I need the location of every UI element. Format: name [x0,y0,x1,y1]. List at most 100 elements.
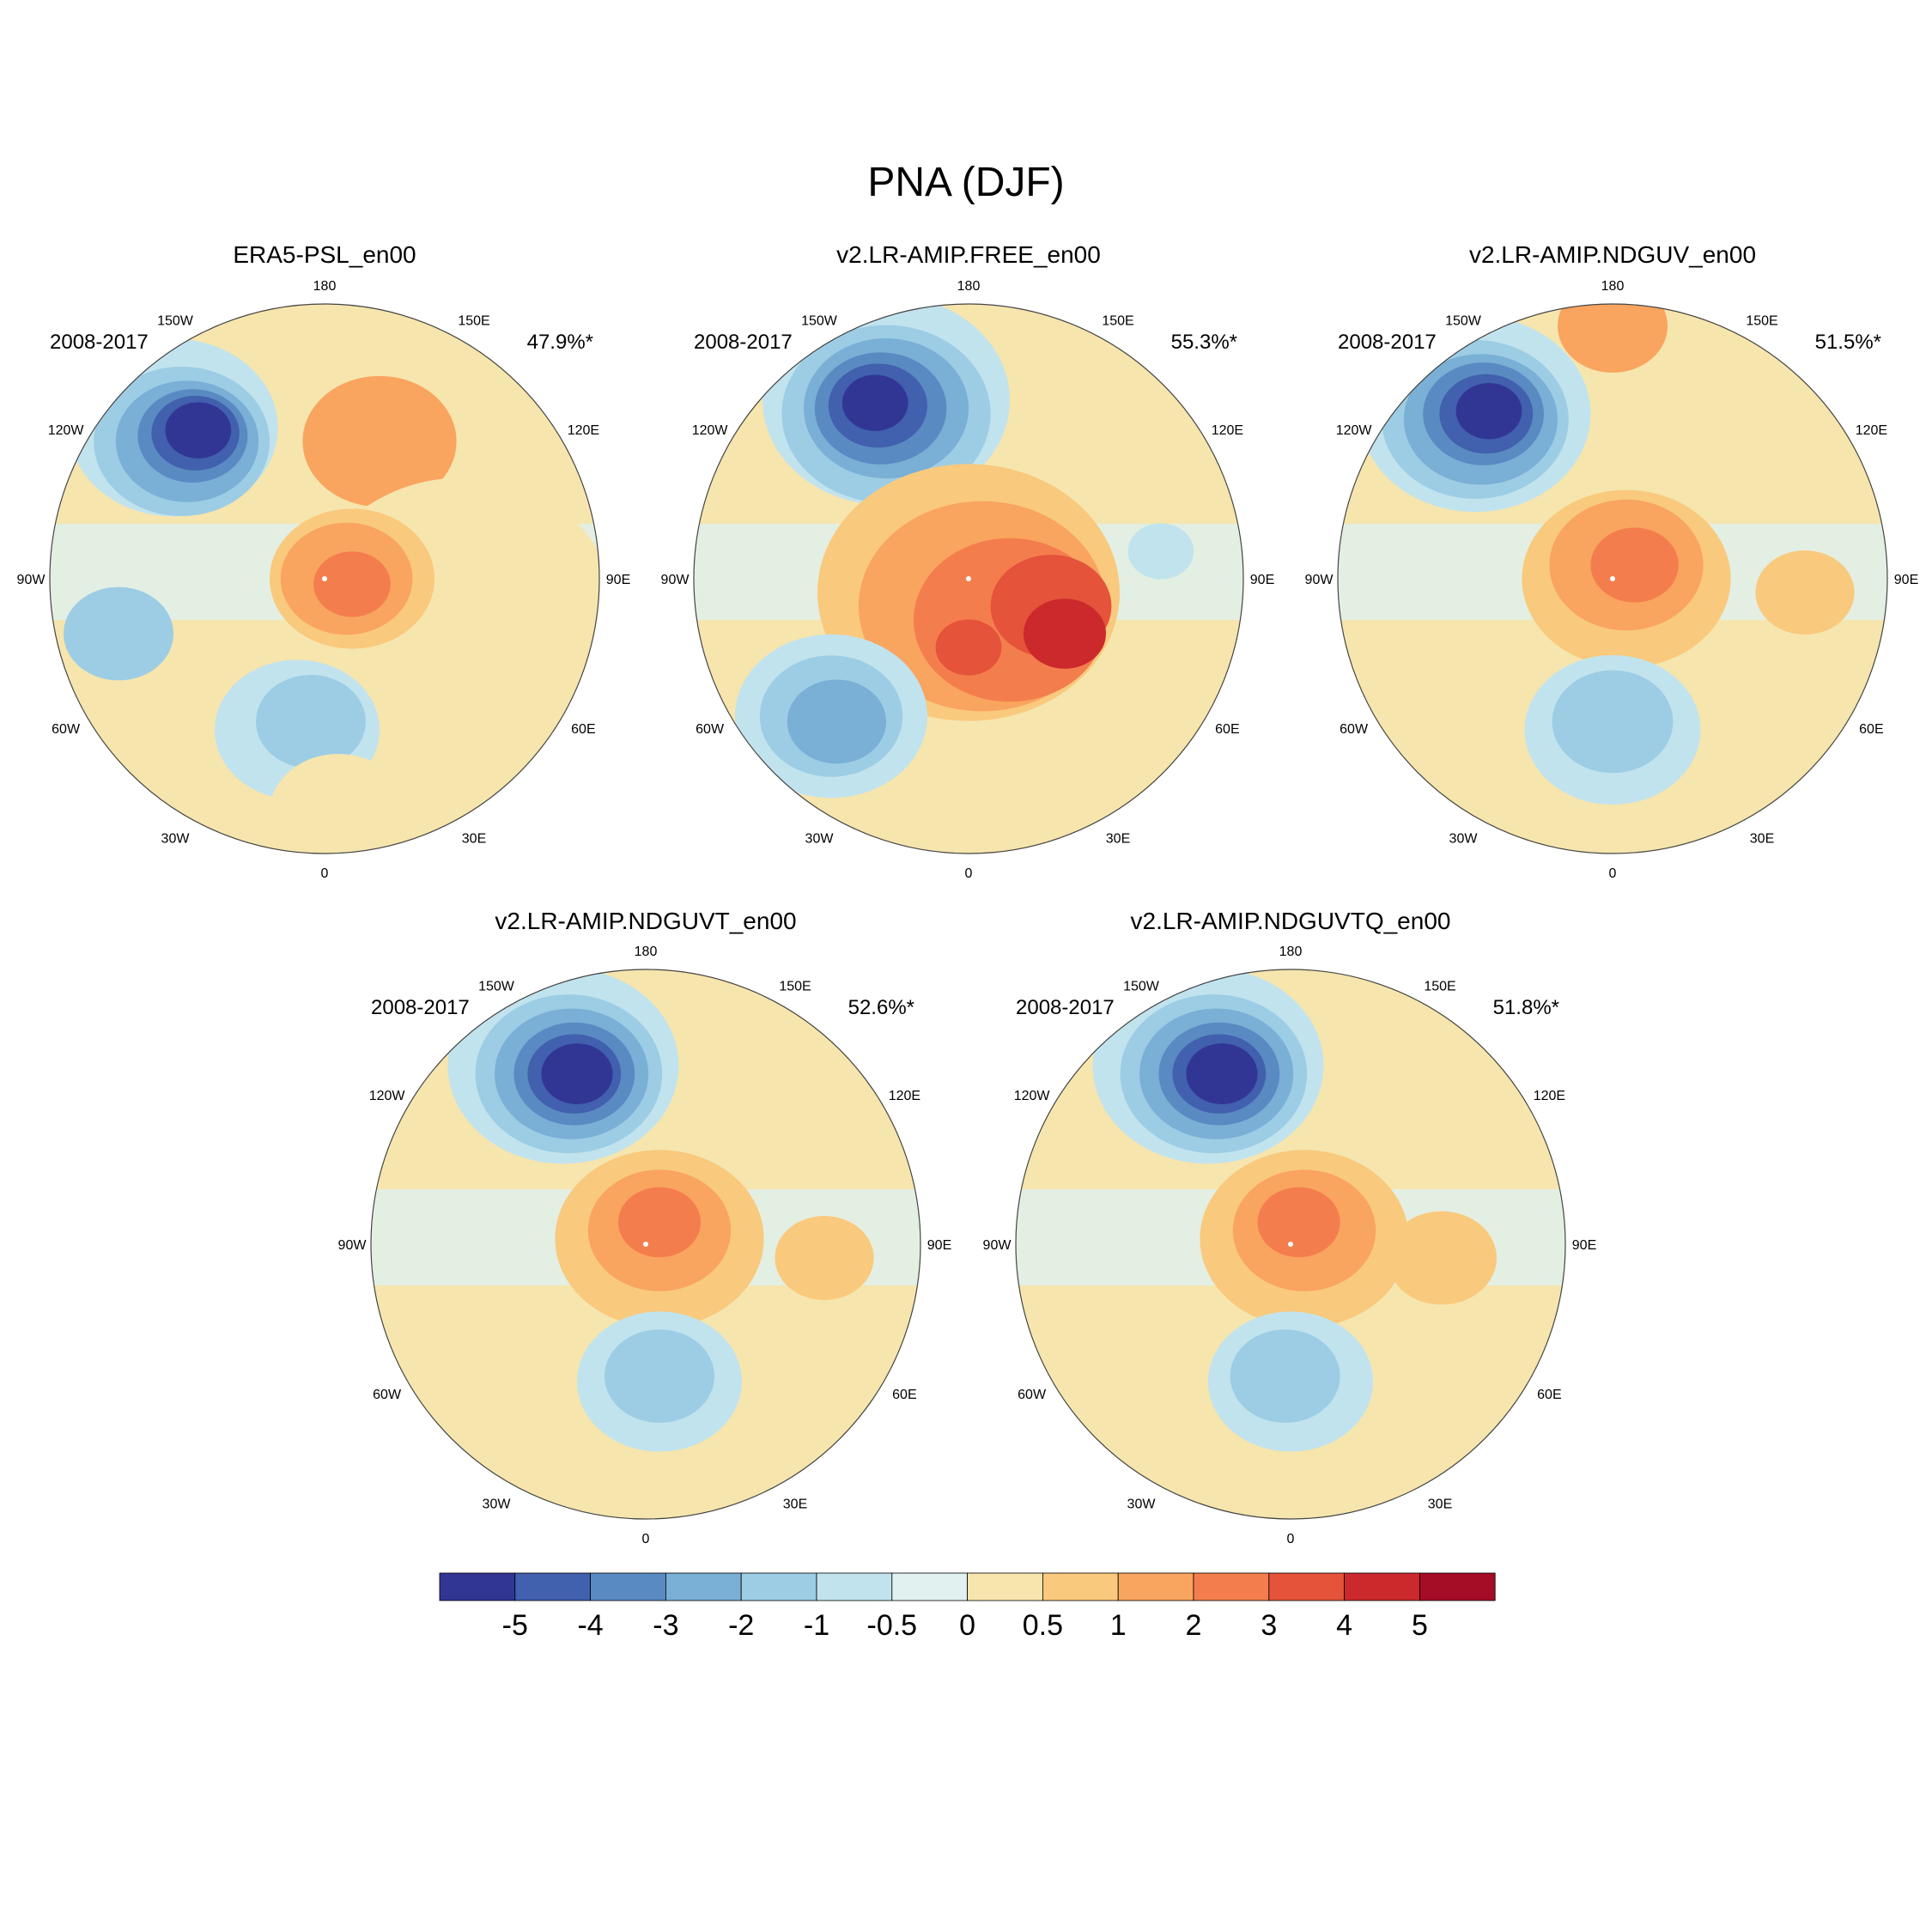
contour-blob [1186,1043,1258,1104]
panel-period: 2008-2017 [1016,996,1115,1019]
lon-label: 120W [1014,1089,1051,1103]
lon-label: 150W [157,314,194,329]
colorbar-label: 5 [1412,1609,1428,1642]
lon-label: 90E [927,1238,951,1253]
panel-variance: 47.9%* [527,331,593,354]
colorbar-swatch [1268,1572,1346,1601]
lon-label: 150W [1445,314,1482,329]
lon-label: 0 [1287,1532,1295,1546]
lon-label: 90W [1305,573,1334,587]
lon-label: 60W [696,722,725,737]
lon-label: 150E [779,980,811,994]
lon-label: 30E [462,831,486,846]
contour-blob [1257,1187,1340,1258]
colorbar-swatch [665,1572,742,1601]
contour-blob [1387,1211,1497,1305]
contour-blob [1558,304,1668,374]
lon-label: 120E [1212,423,1243,438]
lon-label: 60W [1018,1388,1047,1402]
colorbar-label: -2 [728,1609,754,1642]
pattern-field [1338,304,1887,854]
lon-label: 30E [1106,831,1130,846]
lon-label: 150E [1424,980,1455,994]
lon-label: 180 [635,945,658,959]
lon-label: 60E [1537,1388,1561,1402]
lon-label: 120E [889,1089,920,1103]
contour-blob [1590,527,1679,603]
lon-label: 90W [17,573,46,587]
map-boundary [1015,969,1566,1520]
lon-label: 120W [369,1089,406,1103]
panel-title: v2.LR-AMIP.NDGUVT_en00 [495,908,796,934]
lon-label: 150E [1102,314,1133,329]
pole-marker [643,1242,648,1247]
lon-label: 180 [957,279,981,294]
panel-title: v2.LR-AMIP.NDGUV_en00 [1469,241,1756,268]
lon-label: 90E [1894,573,1918,587]
lon-label: 120W [692,423,729,438]
panel-period: 2008-2017 [371,996,470,1019]
colorbar-label: 0 [959,1609,975,1642]
lon-label: 90E [1250,573,1274,587]
contour-blob [64,586,173,681]
lon-label: 30W [1127,1497,1157,1511]
colorbar-label: 3 [1261,1609,1277,1642]
lon-label: 60E [571,722,595,737]
map-panel: v2.LR-AMIP.NDGUV_en00 2008-2017 51.5%* 180 1… [1305,241,1919,881]
colorbar-label: -4 [577,1609,603,1642]
map-boundary [693,303,1244,854]
lon-label: 30W [161,831,191,846]
colorbar-swatch [1419,1572,1496,1601]
colorbar-swatch [514,1572,591,1601]
lon-label: 120E [1534,1089,1565,1103]
contour-blob [302,375,457,507]
map-panels: ERA5-PSL_en00 2008-2017 47.9%* 180 150E 120E 9… [17,241,1919,1546]
lon-label: 120W [1336,423,1373,438]
map-boundary [49,303,600,854]
lon-label: 180 [1279,945,1303,959]
pattern-field [694,304,1243,854]
lon-label: 60W [373,1388,402,1402]
lon-label: 150W [801,314,838,329]
lon-label: 60E [1859,722,1883,737]
lon-label: 30W [1449,831,1479,846]
lon-label: 150W [1123,980,1160,994]
lon-label: 150W [478,980,515,994]
lon-label: 0 [965,866,973,881]
lon-label: 90E [606,573,630,587]
lon-label: 30E [1428,1497,1452,1511]
pole-marker [322,576,327,581]
colorbar-label: -5 [502,1609,528,1642]
lon-label: 30E [1750,831,1774,846]
panel-variance: 51.8%* [1493,996,1559,1019]
pattern-field [1016,969,1565,1519]
figure-title: PNA (DJF) [867,160,1064,205]
panel-variance: 55.3%* [1171,331,1237,354]
map-boundary [1337,303,1888,854]
lon-label: 120W [48,423,85,438]
colorbar-label: -0.5 [867,1609,918,1642]
contour-blob [618,1187,701,1258]
contour-blob [841,374,908,431]
contour-blob [935,619,1002,676]
contour-blob [1455,383,1522,440]
contour-blob [787,679,886,764]
pole-marker [1288,1242,1293,1247]
colorbar-label: -3 [653,1609,678,1642]
contour-blob [270,754,407,854]
lon-label: 120E [1856,423,1887,438]
colorbar-label: 0.5 [1023,1609,1063,1642]
lon-label: 0 [321,866,329,881]
colorbar-label: 1 [1110,1609,1127,1642]
pattern-field [50,304,599,854]
lon-label: 60E [1215,722,1239,737]
colorbar-swatch [439,1572,516,1601]
contour-blob [541,1043,613,1104]
lon-label: 0 [1609,866,1617,881]
map-panel: v2.LR-AMIP.FREE_en00 2008-2017 55.3%* 180 15… [661,241,1275,881]
lon-label: 30W [805,831,835,846]
colorbar: -5 -4 -3 -2 -1 -0.5 0 0.5 1 2 3 4 5 [439,1572,1496,1642]
lon-label: 120E [568,423,599,438]
colorbar-swatch [1117,1572,1194,1601]
